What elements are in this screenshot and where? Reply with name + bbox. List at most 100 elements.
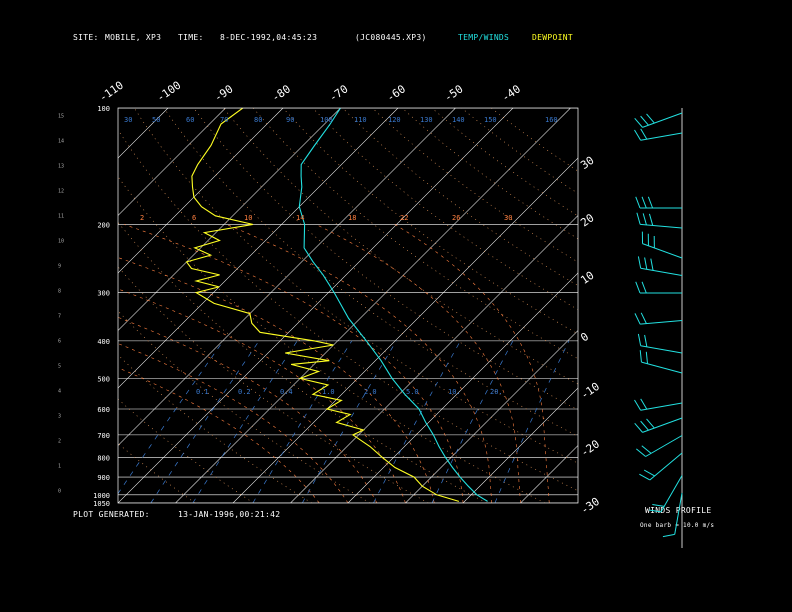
wind-barb-flag [641, 445, 652, 454]
height-km-label: 4 [58, 389, 61, 395]
isotherm-line [290, 215, 578, 503]
moist-adiabat [118, 288, 406, 503]
isotherm-line [0, 108, 111, 503]
mixing-ratio-label: 5.0 [406, 388, 419, 396]
pressure-tick-label: 700 [97, 432, 110, 440]
dry-adiabat [282, 108, 578, 335]
dewpoint-profile-line [185, 108, 460, 502]
isotherm-line [118, 108, 399, 389]
pressure-tick-label: 200 [97, 221, 110, 229]
moist-adiabat [118, 343, 349, 503]
wind-barb-flag [637, 333, 642, 346]
wind-barb-flag [637, 256, 642, 269]
wind-barb-staff [649, 452, 683, 481]
wind-barb-flag [648, 213, 654, 226]
right-temp-label: 30 [578, 154, 596, 172]
dry-adiabat-label: 100 [320, 116, 333, 124]
moist-adiabat-label: 2 [140, 214, 144, 222]
height-km-label: 0 [58, 489, 61, 495]
wind-barb-flag [635, 281, 641, 294]
moist-adiabat-label: 18 [348, 214, 356, 222]
wind-barb-staff [640, 132, 683, 141]
wind-barb-staff [641, 361, 683, 374]
isotherm-line [118, 108, 341, 331]
isotherm-line [405, 330, 578, 503]
pressure-tick-label: 1000 [93, 492, 110, 500]
wind-barb-flag [636, 448, 646, 457]
mixing-ratio-label: 10. [448, 388, 461, 396]
mixing-ratio-label: 1.0 [322, 388, 335, 396]
top-temp-label: -90 [212, 82, 236, 104]
dry-adiabat [118, 266, 429, 503]
wind-barb-staff [640, 320, 683, 325]
pressure-tick-label: 600 [97, 406, 110, 414]
wind-barb-staff [640, 267, 683, 276]
dry-adiabat-label: 70 [220, 116, 228, 124]
wind-barb-staff [642, 112, 683, 128]
right-temp-label: 0 [578, 330, 591, 344]
moist-adiabat-label: 30 [504, 214, 512, 222]
wind-barb-flag [662, 533, 675, 538]
height-km-label: 12 [58, 189, 64, 195]
wind-barb-flag [647, 196, 654, 209]
height-km-label: 5 [58, 364, 61, 370]
mixing-ratio-line [373, 340, 461, 503]
moist-adiabat-label: 10 [244, 214, 252, 222]
wind-barb-flag [639, 350, 642, 363]
mixing-ratio-label: 20. [490, 388, 503, 396]
moist-adiabat [118, 317, 378, 503]
wind-barb-staff [640, 345, 683, 354]
top-temp-label: -40 [499, 82, 523, 104]
top-temp-label: -80 [269, 82, 293, 104]
height-km-label: 13 [58, 164, 64, 170]
wind-barb-flag [636, 212, 641, 225]
height-km-label: 8 [58, 289, 61, 295]
height-km-label: 6 [58, 339, 61, 345]
mixing-ratio-line [150, 340, 260, 503]
mixing-ratio-line [494, 340, 570, 503]
wind-barb-flag [635, 196, 641, 209]
dry-adiabat [312, 108, 578, 310]
mixing-ratio-line [301, 340, 397, 503]
dry-adiabat-label: 60 [186, 116, 194, 124]
wind-barb-flag [640, 420, 649, 431]
plot-frame [117, 107, 579, 504]
height-km-label: 15 [58, 114, 64, 120]
wind-barb-staff [660, 475, 683, 513]
mixing-ratio-label: 0.1 [196, 388, 209, 396]
wind-barb-flag [649, 509, 662, 513]
wind-barb-flag [645, 351, 649, 364]
isotherm-line [118, 108, 514, 503]
height-km-label: 10 [58, 239, 64, 245]
site-value: MOBILE, XP3 [105, 33, 162, 42]
dry-adiabat-label: 30 [124, 116, 132, 124]
height-km-label: 3 [58, 414, 61, 420]
dry-adiabat-label: 120 [388, 116, 401, 124]
dry-adiabat [118, 176, 546, 503]
mixing-ratio-line [118, 340, 224, 495]
isotherm-line [347, 272, 578, 503]
site-label: SITE: [73, 33, 99, 42]
right-temp-label: -20 [578, 437, 602, 459]
wind-barb-flag [646, 418, 655, 429]
wind-barb-flag [634, 313, 641, 325]
mixing-ratio-label: 2.0 [364, 388, 377, 396]
dry-adiabat [118, 398, 254, 503]
wind-barb-staff [642, 243, 683, 259]
dry-adiabat-label: 80 [254, 116, 262, 124]
pressure-tick-label: 300 [97, 290, 110, 298]
dry-adiabat-label: 150 [484, 116, 497, 124]
right-temp-label: 20 [578, 211, 596, 229]
moist-adiabat-label: 22 [400, 214, 408, 222]
moist-adiabat [118, 257, 435, 503]
legend-temp-winds: TEMP/WINDS [458, 33, 510, 42]
wind-barb-staff [640, 402, 683, 411]
top-temp-label: -50 [442, 82, 466, 104]
dry-adiabat [342, 108, 578, 286]
plot-area [0, 108, 578, 503]
height-km-label: 1 [58, 464, 61, 470]
dry-adiabat-label: 50 [152, 116, 160, 124]
wind-barb-flag [634, 117, 643, 128]
top-temp-label: -70 [327, 82, 351, 104]
wind-barb-flag [652, 503, 665, 507]
